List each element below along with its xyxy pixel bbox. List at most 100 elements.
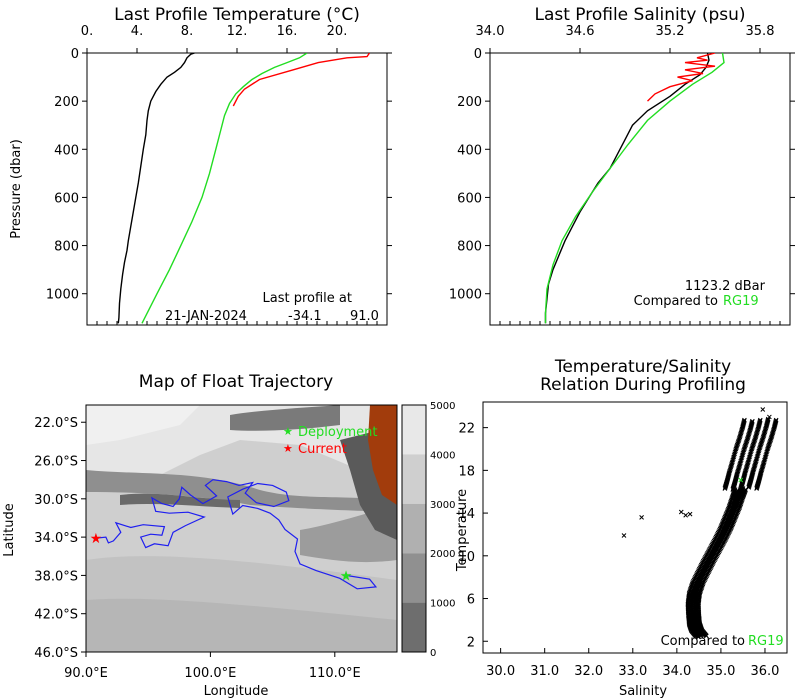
ts-profile-point [744, 437, 750, 442]
trajectory-line [95, 479, 378, 590]
ts-profile-point [738, 429, 744, 434]
temperature-profile-panel: Last Profile Temperature (°C) Pressure (… [9, 5, 392, 326]
ts-profile-point [741, 446, 747, 452]
sal-xtick-label: 35.2 [656, 24, 685, 39]
ts-xtick-label: 36.0 [750, 664, 779, 679]
map-title: Map of Float Trajectory [139, 372, 333, 392]
legend-current-star-icon: ★ [283, 442, 293, 455]
map-ytick-label: 46.0°S [34, 646, 78, 661]
ts-profile-point [750, 418, 755, 424]
ts-profile-point [761, 432, 767, 437]
ts-profile-point [761, 433, 766, 439]
sal-ytick-label: 1000 [449, 288, 482, 303]
sal-ytick-label: 800 [457, 240, 482, 255]
ts-profile-point [745, 435, 751, 441]
ts-profile-point [751, 466, 757, 472]
temp-series-group [117, 53, 371, 324]
ts-profile-point [765, 417, 771, 423]
sal-annotation-climatology: RG19 [723, 294, 759, 309]
sal-ytick-label: 400 [457, 143, 482, 158]
ts-profile-point [767, 439, 773, 445]
sal-y-axis: 0 200 400 600 800 1000 [449, 47, 795, 303]
ts-profile-point [736, 438, 741, 444]
ts-profile-point [760, 436, 766, 441]
ts-profile-point [739, 427, 745, 433]
ts-profile-point [750, 442, 756, 448]
temp-annotation-date: 21-JAN-2024 [165, 309, 247, 324]
ts-profile-point [735, 441, 741, 447]
legend-current-label: Current [298, 442, 347, 457]
ts-profile-point [770, 430, 776, 436]
colorbar-swatch [402, 503, 426, 554]
ts-profile-point [751, 465, 757, 470]
ts-profile-point [773, 417, 779, 423]
ts-profile-point [738, 431, 743, 437]
temp-ytick-label: 800 [54, 240, 79, 255]
ts-profile-point [743, 441, 749, 446]
bathymetry-background [86, 405, 397, 652]
ts-profile-point [752, 438, 757, 444]
sal-xtick-label: 34.0 [476, 24, 505, 39]
sal-xtick-label: 35.8 [746, 24, 775, 39]
ts-outlier-point [767, 414, 772, 420]
bathymetry-south-deep [86, 598, 397, 652]
ts-profile-point [767, 441, 772, 447]
map-xlabel: Longitude [204, 684, 269, 699]
ts-outlier-point [621, 533, 627, 538]
ts-profile-point [735, 439, 741, 445]
ts-profile-point [737, 463, 742, 468]
bathymetry-shelf-north [230, 405, 340, 431]
ts-profile-point [754, 429, 760, 434]
ts-profile-point [737, 433, 743, 438]
temp-xtick-label: 0. [81, 24, 93, 39]
colorbar-tick-label: 5000 [430, 401, 455, 412]
colorbar-tick-label: 4000 [430, 450, 455, 461]
temp-plot-frame [86, 52, 388, 326]
temp-y-axis: 0 200 400 600 800 1000 [46, 47, 392, 303]
ts-profile-point [746, 433, 751, 438]
map-ytick-label: 22.0°S [34, 416, 78, 431]
colorbar-tick-label: 1000 [430, 599, 455, 610]
ts-profile-point [742, 443, 748, 449]
ts-profile-point [753, 461, 758, 466]
ts-profile-point [762, 429, 768, 435]
sal-series-line-1 [647, 53, 716, 102]
ts-profile-point [769, 434, 774, 440]
colorbar-swatch [402, 602, 426, 652]
ts-profile-point [768, 437, 774, 443]
ts-xtick-label: 33.0 [618, 664, 647, 679]
ts-profile-point [749, 446, 755, 452]
ts-profile-point [759, 437, 765, 443]
map-x-axis: 90.0°E 100.0°E 110.0°E [64, 652, 361, 681]
float-trajectory-group: ★★ [90, 479, 378, 590]
sal-ytick-label: 0 [474, 47, 482, 62]
ts-profile-point [746, 430, 752, 436]
ts-profile-point [757, 445, 763, 451]
ts-profile-point [743, 442, 748, 448]
ts-profile-point [743, 468, 748, 474]
ts-profile-point [744, 464, 750, 470]
deployment-star-icon: ★ [340, 569, 353, 584]
ts-profile-point [742, 470, 748, 475]
australia-land [368, 405, 397, 505]
current-star-icon: ★ [90, 532, 103, 547]
trajectory-map-panel: Map of Float Trajectory Latitude Longitu… [2, 372, 455, 699]
ts-profile-point [727, 467, 733, 473]
ts-ytick-label: 2 [467, 635, 475, 650]
legend-deployment-label: Deployment [298, 425, 378, 440]
ts-ytick-label: 22 [458, 422, 475, 437]
temp-series-line-1 [232, 53, 371, 107]
ts-x-axis: 30.0 31.0 32.0 33.0 34.0 35.0 36.0 [486, 648, 779, 679]
ts-profile-point [749, 419, 755, 425]
ts-profile-point [752, 437, 758, 443]
ts-profile-point [759, 467, 765, 473]
ts-outlier-point [678, 509, 684, 515]
ts-profile-point [736, 464, 742, 470]
ts-profile-point [765, 445, 771, 451]
ts-profile-point [728, 466, 733, 471]
ts-profile-point [735, 469, 740, 475]
colorbar-tick-label: 2000 [430, 549, 455, 560]
ts-profile-point [765, 446, 770, 452]
ts-profile-point [760, 434, 766, 440]
